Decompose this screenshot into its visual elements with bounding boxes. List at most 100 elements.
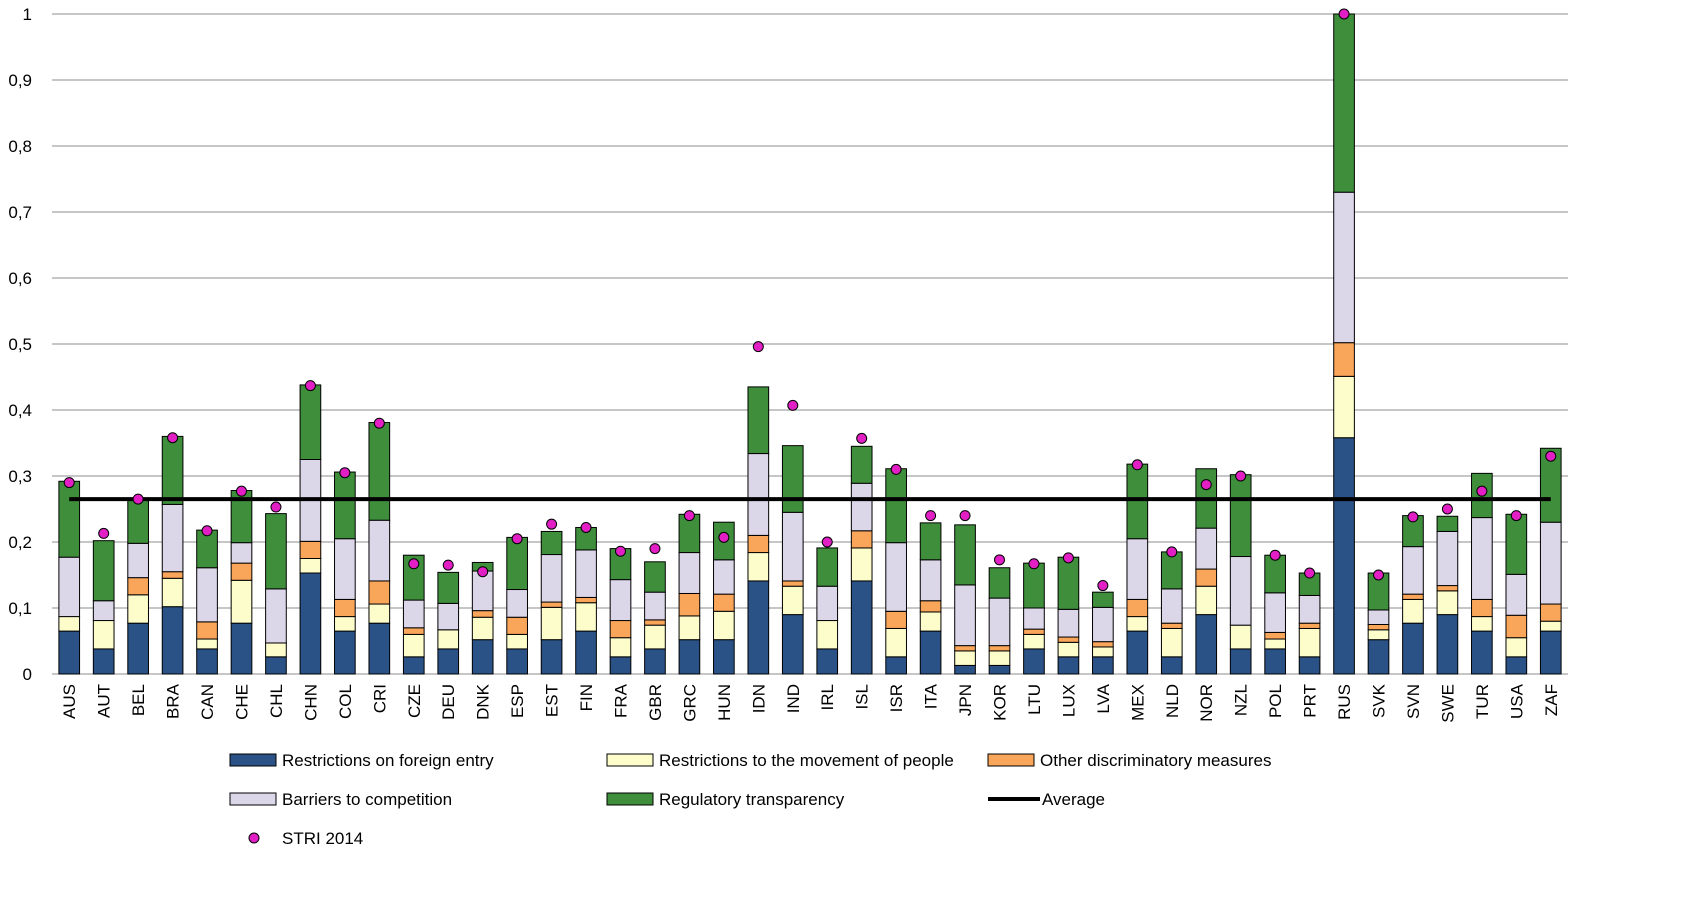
bar-segment bbox=[851, 581, 872, 674]
y-tick-label: 0,9 bbox=[8, 71, 32, 90]
stri-2014-marker bbox=[891, 464, 901, 474]
bar-segment bbox=[714, 594, 735, 611]
bar-segment bbox=[369, 423, 390, 521]
bar-segment bbox=[679, 616, 700, 640]
x-tick-label: RUS bbox=[1335, 684, 1354, 720]
stri-2014-marker bbox=[1408, 512, 1418, 522]
bar-segment bbox=[266, 514, 287, 589]
bar-segment bbox=[231, 623, 252, 674]
bar-segment bbox=[782, 615, 803, 674]
x-tick-label: IND bbox=[784, 684, 803, 713]
bar-segment bbox=[231, 580, 252, 623]
stri-2014-marker bbox=[478, 567, 488, 577]
stri-2014-marker bbox=[1132, 460, 1142, 470]
stri-2014-marker bbox=[719, 532, 729, 542]
x-tick-label: ZAF bbox=[1542, 684, 1561, 716]
bar-segment bbox=[1540, 631, 1561, 674]
bar-segment bbox=[197, 622, 218, 639]
bar-segment bbox=[610, 657, 631, 674]
y-tick-label: 0,7 bbox=[8, 203, 32, 222]
x-tick-label: DNK bbox=[474, 683, 493, 720]
bar-segment bbox=[955, 651, 976, 666]
bar-segment bbox=[886, 543, 907, 612]
bar-segment bbox=[1472, 617, 1493, 632]
bar-segment bbox=[1093, 592, 1114, 607]
legend-label: Restrictions to the movement of people bbox=[659, 751, 954, 770]
bar-segment bbox=[300, 385, 321, 460]
bar-segment bbox=[748, 387, 769, 454]
bar-segment bbox=[610, 580, 631, 621]
bar-segment bbox=[128, 543, 149, 577]
bar-segment bbox=[748, 454, 769, 536]
x-axis-labels: AUS AUT BEL BRA CAN CHE CHL CHN COL CRI CZE DEU DNK E… bbox=[60, 683, 1561, 722]
bar-segment bbox=[369, 604, 390, 623]
bar-segment bbox=[748, 535, 769, 552]
stri-2014-marker bbox=[1270, 550, 1280, 560]
bar-segment bbox=[438, 649, 459, 674]
stri-2014-marker bbox=[64, 478, 74, 488]
bar-segment bbox=[541, 602, 562, 607]
x-tick-label: ISR bbox=[887, 684, 906, 712]
bar-segment bbox=[1368, 610, 1389, 625]
bar-segment bbox=[1127, 599, 1148, 616]
bar-segment bbox=[1127, 464, 1148, 539]
y-tick-label: 0,1 bbox=[8, 599, 32, 618]
stri-2014-marker bbox=[1098, 581, 1108, 591]
stri-2014-marker bbox=[512, 534, 522, 544]
bar-segment bbox=[1058, 642, 1079, 657]
bar-segment bbox=[851, 483, 872, 531]
bar-segment bbox=[162, 436, 183, 504]
bar-segment bbox=[162, 607, 183, 674]
bar-segment bbox=[955, 585, 976, 646]
bar-segment bbox=[128, 578, 149, 595]
bar-segment bbox=[1299, 657, 1320, 674]
bar-segment bbox=[266, 643, 287, 657]
bar-segment bbox=[59, 631, 80, 674]
y-tick-label: 0,4 bbox=[8, 401, 32, 420]
stri-2014-marker bbox=[650, 544, 660, 554]
bar-segment bbox=[817, 621, 838, 649]
x-tick-label: CRI bbox=[370, 684, 389, 713]
bar-segment bbox=[162, 578, 183, 606]
stri-2014-marker bbox=[822, 537, 832, 547]
bar-segment bbox=[507, 537, 528, 589]
bar-segment bbox=[266, 657, 287, 674]
bar-segment bbox=[1472, 518, 1493, 600]
x-tick-label: JPN bbox=[956, 684, 975, 716]
y-axis-ticks: 0 0,1 0,2 0,3 0,4 0,5 0,6 0,7 0,8 0,9 1 bbox=[8, 5, 32, 684]
stri-2014-marker bbox=[168, 433, 178, 443]
bar-segment bbox=[231, 563, 252, 580]
bar-segment bbox=[1161, 623, 1182, 628]
bar-segment bbox=[1265, 593, 1286, 633]
bar-segment bbox=[1540, 522, 1561, 604]
bar-segment bbox=[1265, 649, 1286, 674]
bar-segment bbox=[1506, 638, 1527, 657]
bar-segment bbox=[920, 601, 941, 612]
bar-segment bbox=[335, 599, 356, 616]
y-tick-label: 0,5 bbox=[8, 335, 32, 354]
bar-segment bbox=[1437, 586, 1458, 591]
stri-2014-marker bbox=[305, 381, 315, 391]
bar-segment bbox=[438, 572, 459, 603]
stri-2014-marker bbox=[374, 418, 384, 428]
bar-segment bbox=[1196, 569, 1217, 586]
bar-segment bbox=[1540, 604, 1561, 621]
bar-segment bbox=[920, 612, 941, 631]
bar-segment bbox=[369, 520, 390, 581]
bar-segment bbox=[93, 621, 114, 649]
bar-segment bbox=[1506, 574, 1527, 615]
x-tick-label: SWE bbox=[1438, 684, 1457, 723]
x-tick-label: LVA bbox=[1094, 683, 1113, 713]
bar-segment bbox=[645, 562, 666, 592]
bar-segment bbox=[748, 553, 769, 581]
bar-segment bbox=[1058, 657, 1079, 674]
bar-segment bbox=[1093, 642, 1114, 647]
bar-segment bbox=[1299, 623, 1320, 628]
bar-segment bbox=[679, 593, 700, 615]
bar-segment bbox=[1403, 547, 1424, 595]
x-tick-label: FIN bbox=[577, 684, 596, 711]
bar-segment bbox=[1265, 555, 1286, 593]
x-tick-label: BRA bbox=[164, 683, 183, 719]
bar-segment bbox=[1403, 594, 1424, 599]
